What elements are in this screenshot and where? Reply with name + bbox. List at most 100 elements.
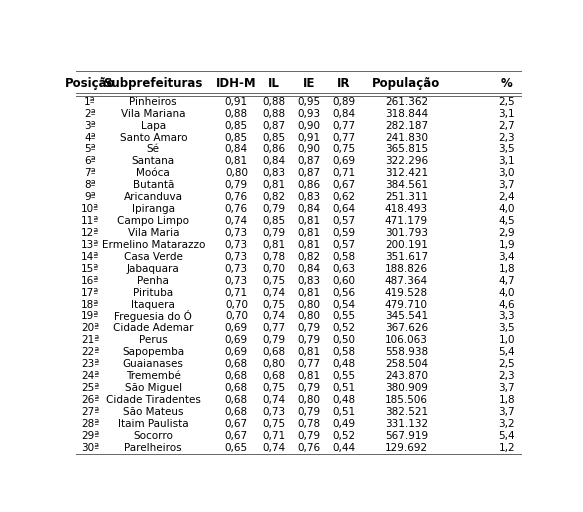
Text: Cidade Ademar: Cidade Ademar	[113, 324, 194, 333]
Text: 4,0: 4,0	[498, 288, 515, 297]
Text: 0,68: 0,68	[262, 347, 285, 357]
Text: Aricanduva: Aricanduva	[124, 192, 183, 202]
Text: 2,3: 2,3	[498, 371, 515, 381]
Text: 2,7: 2,7	[498, 120, 515, 131]
Text: 0,79: 0,79	[262, 335, 285, 346]
Text: 0,76: 0,76	[225, 192, 248, 202]
Text: 21ª: 21ª	[81, 335, 99, 346]
Text: 0,80: 0,80	[297, 300, 320, 310]
Text: 0,52: 0,52	[332, 324, 356, 333]
Text: 241.830: 241.830	[385, 133, 428, 142]
Text: Butantã: Butantã	[132, 180, 174, 190]
Text: 9ª: 9ª	[84, 192, 96, 202]
Text: 0,63: 0,63	[332, 264, 356, 274]
Text: %: %	[501, 77, 512, 90]
Text: Sapopemba: Sapopemba	[122, 347, 184, 357]
Text: 4,5: 4,5	[498, 216, 515, 226]
Text: 24ª: 24ª	[81, 371, 99, 381]
Text: 3,1: 3,1	[498, 156, 515, 166]
Text: 30ª: 30ª	[81, 443, 99, 453]
Text: 0,71: 0,71	[262, 431, 285, 441]
Text: 0,81: 0,81	[262, 180, 285, 190]
Text: 0,70: 0,70	[225, 300, 248, 310]
Text: 0,80: 0,80	[297, 311, 320, 322]
Text: 0,79: 0,79	[262, 204, 285, 214]
Text: 0,74: 0,74	[225, 216, 248, 226]
Text: 0,82: 0,82	[297, 252, 320, 262]
Text: 0,83: 0,83	[262, 168, 285, 178]
Text: 380.909: 380.909	[385, 383, 428, 393]
Text: 0,57: 0,57	[332, 240, 356, 250]
Text: 0,82: 0,82	[262, 192, 285, 202]
Text: 418.493: 418.493	[385, 204, 428, 214]
Text: 365.815: 365.815	[385, 144, 428, 155]
Text: Vila Maria: Vila Maria	[128, 228, 179, 238]
Text: 17ª: 17ª	[81, 288, 99, 297]
Text: 0,68: 0,68	[262, 371, 285, 381]
Text: 471.179: 471.179	[385, 216, 428, 226]
Text: 0,54: 0,54	[332, 300, 356, 310]
Text: 18ª: 18ª	[81, 300, 99, 310]
Text: 3,3: 3,3	[498, 311, 515, 322]
Text: 16ª: 16ª	[81, 275, 99, 286]
Text: 1,8: 1,8	[498, 395, 515, 405]
Text: 419.528: 419.528	[385, 288, 428, 297]
Text: 0,79: 0,79	[297, 383, 320, 393]
Text: 3,7: 3,7	[498, 180, 515, 190]
Text: 0,68: 0,68	[225, 395, 248, 405]
Text: 567.919: 567.919	[385, 431, 428, 441]
Text: 3,7: 3,7	[498, 383, 515, 393]
Text: 5,4: 5,4	[498, 347, 515, 357]
Text: Vila Mariana: Vila Mariana	[121, 109, 185, 119]
Text: 0,86: 0,86	[297, 180, 320, 190]
Text: 11ª: 11ª	[81, 216, 99, 226]
Text: 0,85: 0,85	[225, 120, 248, 131]
Text: 0,67: 0,67	[332, 180, 356, 190]
Text: 487.364: 487.364	[385, 275, 428, 286]
Text: 0,80: 0,80	[262, 359, 285, 369]
Text: Santana: Santana	[132, 156, 175, 166]
Text: 3,0: 3,0	[498, 168, 515, 178]
Text: 0,73: 0,73	[225, 228, 248, 238]
Text: 3,1: 3,1	[498, 109, 515, 119]
Text: 0,50: 0,50	[332, 335, 356, 346]
Text: 0,78: 0,78	[262, 252, 285, 262]
Text: 0,77: 0,77	[262, 324, 285, 333]
Text: 1,2: 1,2	[498, 443, 515, 453]
Text: 258.504: 258.504	[385, 359, 428, 369]
Text: 0,81: 0,81	[297, 240, 320, 250]
Text: 0,75: 0,75	[332, 144, 356, 155]
Text: 0,49: 0,49	[332, 419, 356, 429]
Text: 129.692: 129.692	[385, 443, 428, 453]
Text: São Miguel: São Miguel	[125, 383, 182, 393]
Text: Freguesia do Ó: Freguesia do Ó	[114, 310, 192, 323]
Text: 7ª: 7ª	[84, 168, 96, 178]
Text: 0,73: 0,73	[225, 275, 248, 286]
Text: 0,58: 0,58	[332, 252, 356, 262]
Text: Casa Verde: Casa Verde	[124, 252, 182, 262]
Text: Pinheiros: Pinheiros	[129, 97, 177, 106]
Text: 14ª: 14ª	[81, 252, 99, 262]
Text: 0,48: 0,48	[332, 395, 356, 405]
Text: 0,67: 0,67	[225, 431, 248, 441]
Text: 2ª: 2ª	[84, 109, 96, 119]
Text: 251.311: 251.311	[385, 192, 428, 202]
Text: 0,74: 0,74	[262, 395, 285, 405]
Text: IR: IR	[337, 77, 351, 90]
Text: 0,58: 0,58	[332, 347, 356, 357]
Text: 0,75: 0,75	[262, 419, 285, 429]
Text: 0,73: 0,73	[225, 264, 248, 274]
Text: 0,86: 0,86	[262, 144, 285, 155]
Text: 0,75: 0,75	[262, 275, 285, 286]
Text: 29ª: 29ª	[81, 431, 99, 441]
Text: 0,75: 0,75	[262, 383, 285, 393]
Text: 4,0: 4,0	[498, 204, 515, 214]
Text: IL: IL	[268, 77, 279, 90]
Text: 243.870: 243.870	[385, 371, 428, 381]
Text: 10ª: 10ª	[81, 204, 99, 214]
Text: 0,95: 0,95	[297, 97, 320, 106]
Text: 3,5: 3,5	[498, 144, 515, 155]
Text: 5,4: 5,4	[498, 431, 515, 441]
Text: 2,5: 2,5	[498, 359, 515, 369]
Text: 0,75: 0,75	[262, 300, 285, 310]
